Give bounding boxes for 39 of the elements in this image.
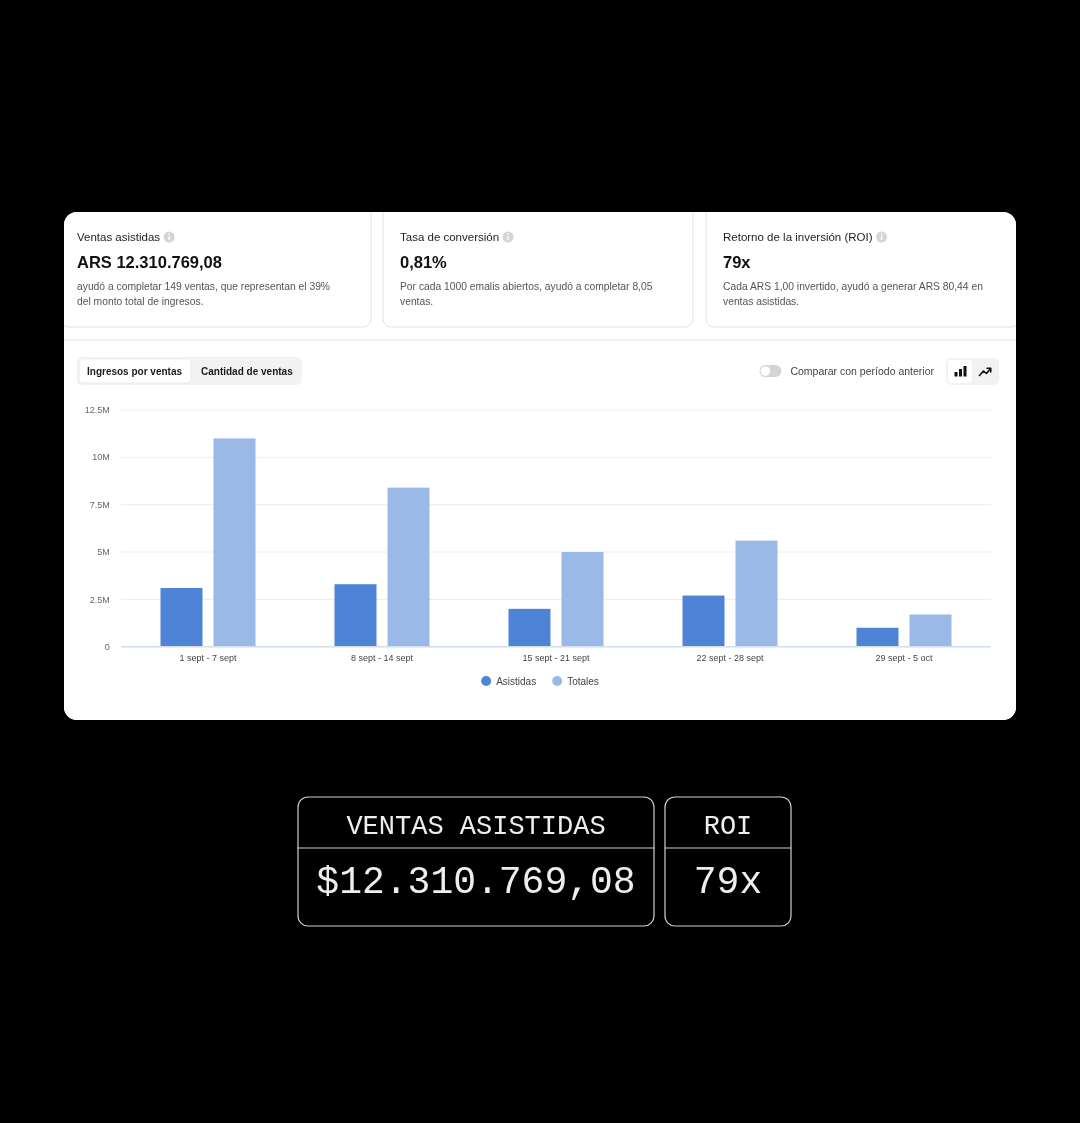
x-tick-label: 15 sept - 21 sept (522, 653, 591, 663)
bar (160, 588, 203, 647)
text: VENTAS ASISTIDAS (346, 812, 606, 842)
bar (334, 584, 377, 647)
legend-label: Totales (567, 675, 599, 687)
y-tick-label: 5M (97, 547, 110, 558)
x-tick-label: 8 sept - 14 sept (350, 653, 414, 663)
text: Ingresos por ventas (87, 366, 183, 377)
text: Retorno de la inversión (ROI) (723, 231, 873, 243)
bar (735, 540, 778, 647)
text: Tasa de conversión (400, 231, 500, 243)
text: Cada ARS 1,00 invertido, ayudó a generar ARS 80,44 en ventas asistidas. (723, 281, 984, 307)
y-tick-label: 10M (92, 452, 110, 463)
bar (682, 595, 725, 647)
x-tick-label: 29 sept - 5 oct (875, 653, 934, 663)
y-tick-label: 12.5M (84, 405, 110, 416)
y-tick-label: 7.5M (89, 499, 110, 510)
text: Cantidad de ventas (201, 366, 294, 377)
y-tick-label: 2.5M (89, 594, 110, 605)
text: 79x (723, 253, 752, 271)
bar (213, 438, 256, 647)
text: Por cada 1000 emalis abiertos, ayudó a completar 8,05 ventas. (400, 281, 653, 307)
text: ayudó a completar 149 ventas, que representan el 39% del monto total de ingresos. (77, 281, 331, 307)
text: ARS 12.310.769,08 (77, 253, 222, 271)
text: 0,81% (400, 253, 448, 271)
text: 79x (693, 861, 763, 904)
text: ROI (703, 812, 753, 842)
bar (561, 552, 604, 647)
legend-label: Asistidas (496, 675, 537, 687)
x-tick-label: 1 sept - 7 sept (179, 653, 238, 663)
text: Comparar con período anterior (790, 365, 935, 377)
bar (856, 627, 899, 647)
bar (909, 614, 952, 647)
text: Ventas asistidas (77, 231, 161, 243)
y-tick-label: 0 (104, 641, 110, 652)
text: $12.310.769,08 (316, 861, 636, 904)
bar (508, 608, 551, 647)
bar (387, 487, 430, 647)
x-tick-label: 22 sept - 28 sept (696, 653, 765, 663)
